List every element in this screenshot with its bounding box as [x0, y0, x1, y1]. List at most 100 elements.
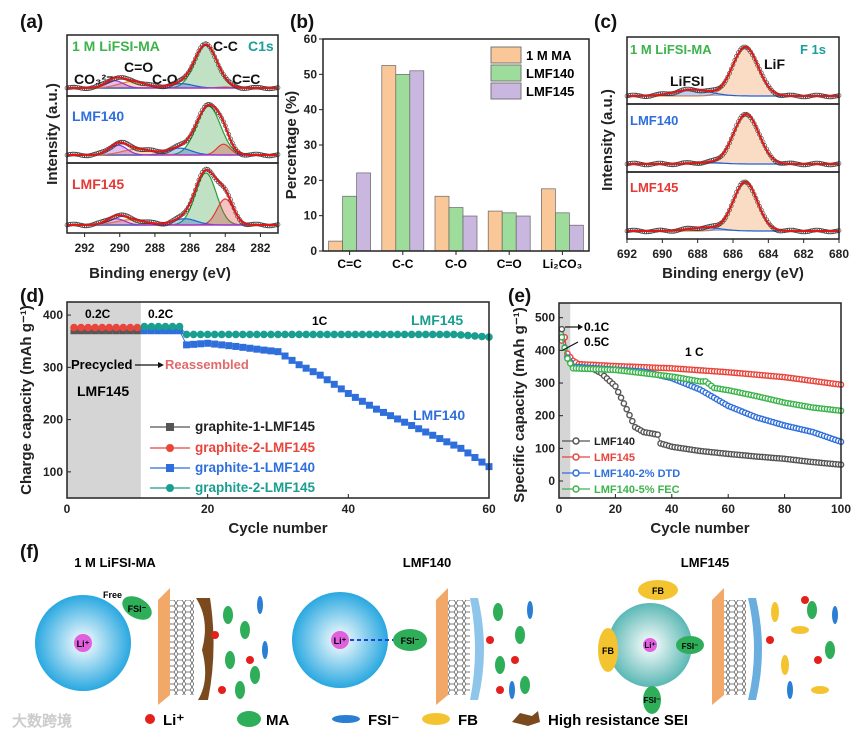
panel-label-e: (e) [508, 286, 531, 307]
peak-label: LiF [764, 56, 785, 72]
data-point [211, 340, 219, 348]
data-point [302, 330, 310, 339]
data-point [84, 323, 92, 332]
legend-label: graphite-1-LMF140 [195, 460, 315, 475]
fsi-label: FSI⁻ [128, 604, 147, 614]
data-point [302, 364, 310, 372]
peak-fill [67, 144, 278, 155]
y-axis-label: Specific capacity (mAh g⁻¹) [511, 307, 528, 502]
data-point [140, 327, 148, 335]
arrowhead [158, 362, 164, 368]
fit-envelope [67, 103, 278, 156]
x-axis-label: Cycle number [650, 520, 749, 537]
li-ion-icon [145, 714, 155, 724]
data-point [147, 322, 156, 331]
y-tick-label: 50 [304, 67, 318, 81]
x-tick-label: 80 [778, 502, 792, 516]
bar-LMF140 [448, 207, 464, 252]
series-label: LMF140 [72, 108, 124, 124]
data-point [147, 327, 155, 335]
data-point [471, 453, 479, 461]
bar-1-M-MA [487, 210, 503, 252]
data-point [260, 330, 268, 339]
data-point [379, 330, 388, 339]
peak-label: C-C [213, 38, 238, 54]
data-point [566, 360, 574, 367]
bar-LMF145 [515, 215, 531, 252]
data-point [629, 417, 636, 425]
schematic-title: 1 M LiFSI-MA [74, 555, 156, 570]
peak-fill [67, 218, 278, 225]
data-point [380, 408, 387, 416]
data-point [196, 330, 205, 339]
arrowhead [578, 324, 583, 330]
data-point [239, 330, 247, 339]
x-tick-label: 288 [145, 241, 165, 255]
data-point [281, 352, 289, 360]
data-point [450, 441, 458, 449]
data-point [617, 394, 625, 402]
data-point [218, 341, 226, 349]
sei-icon [512, 711, 540, 726]
data-point [91, 323, 99, 332]
schematic-title: LMF140 [403, 555, 451, 570]
legend-marker [572, 469, 580, 477]
chart-e-cycling: Cycle number Specific capacity (mAh g⁻¹)… [511, 302, 851, 537]
fsi-anion [643, 686, 661, 714]
y-tick-label: 300 [43, 360, 63, 374]
data-point [204, 339, 212, 347]
fsi-label: FSI⁻ [401, 636, 420, 646]
x-tick-label: 20 [609, 502, 623, 516]
data-point [246, 344, 254, 352]
x-tick-label: 692 [617, 247, 637, 261]
data-point [387, 412, 395, 420]
x-tick-label: 0 [556, 502, 563, 516]
x-tick-label: 682 [794, 247, 814, 261]
data-point [428, 330, 437, 339]
fb-label: FB [652, 586, 664, 596]
x-tick-label: 286 [180, 241, 200, 255]
fsi-label: FSI⁻ [644, 696, 661, 705]
electrolyte-molecules [766, 596, 838, 699]
legend-marker [572, 485, 580, 493]
data-point [197, 340, 205, 348]
panel-label-a: (a) [20, 12, 43, 33]
data-point [429, 431, 437, 439]
annotation: LMF145 [411, 312, 463, 328]
data-point [400, 330, 409, 339]
fb-label: FB [602, 646, 614, 656]
y-tick-label: 500 [535, 311, 555, 325]
data-point [478, 458, 486, 466]
x-tick-label: 690 [652, 247, 672, 261]
data-point [337, 330, 346, 339]
data-point [457, 331, 465, 339]
fsi-anion [676, 636, 704, 654]
data-point [323, 376, 331, 384]
legend-label: graphite-2-LMF145 [195, 480, 316, 495]
annotation: LMF145 [77, 383, 129, 399]
legend: 1 M MA LMF140 LMF145 [490, 46, 574, 100]
data-point [246, 330, 254, 339]
data-point [351, 393, 359, 401]
x-axis-label: Cycle number [228, 520, 327, 537]
peak-fill [627, 47, 839, 96]
legend-marker [572, 437, 580, 445]
bar-LMF145 [462, 215, 478, 252]
y-axis-label: Charge capacity (mAh g⁻¹) [18, 305, 35, 495]
legend-marker [166, 484, 174, 492]
peak-fill [67, 145, 278, 155]
fsi-anion [122, 596, 152, 620]
x-tick-label: 680 [829, 247, 849, 261]
data-point [626, 411, 633, 419]
x-tick-label: 60 [722, 502, 736, 516]
y-tick-label: 40 [304, 103, 318, 117]
chart-c-f1s-xps: Binding energy (eV) Intensity (a.u.) 1 M… [599, 36, 849, 282]
data-point [372, 405, 380, 413]
data-point [337, 385, 345, 393]
data-point [407, 330, 416, 339]
x-axis-label: Binding energy (eV) [662, 265, 804, 282]
data-point [344, 330, 353, 339]
x-tick-label: 40 [342, 502, 356, 516]
data-point [358, 397, 366, 405]
data-point [126, 323, 135, 332]
